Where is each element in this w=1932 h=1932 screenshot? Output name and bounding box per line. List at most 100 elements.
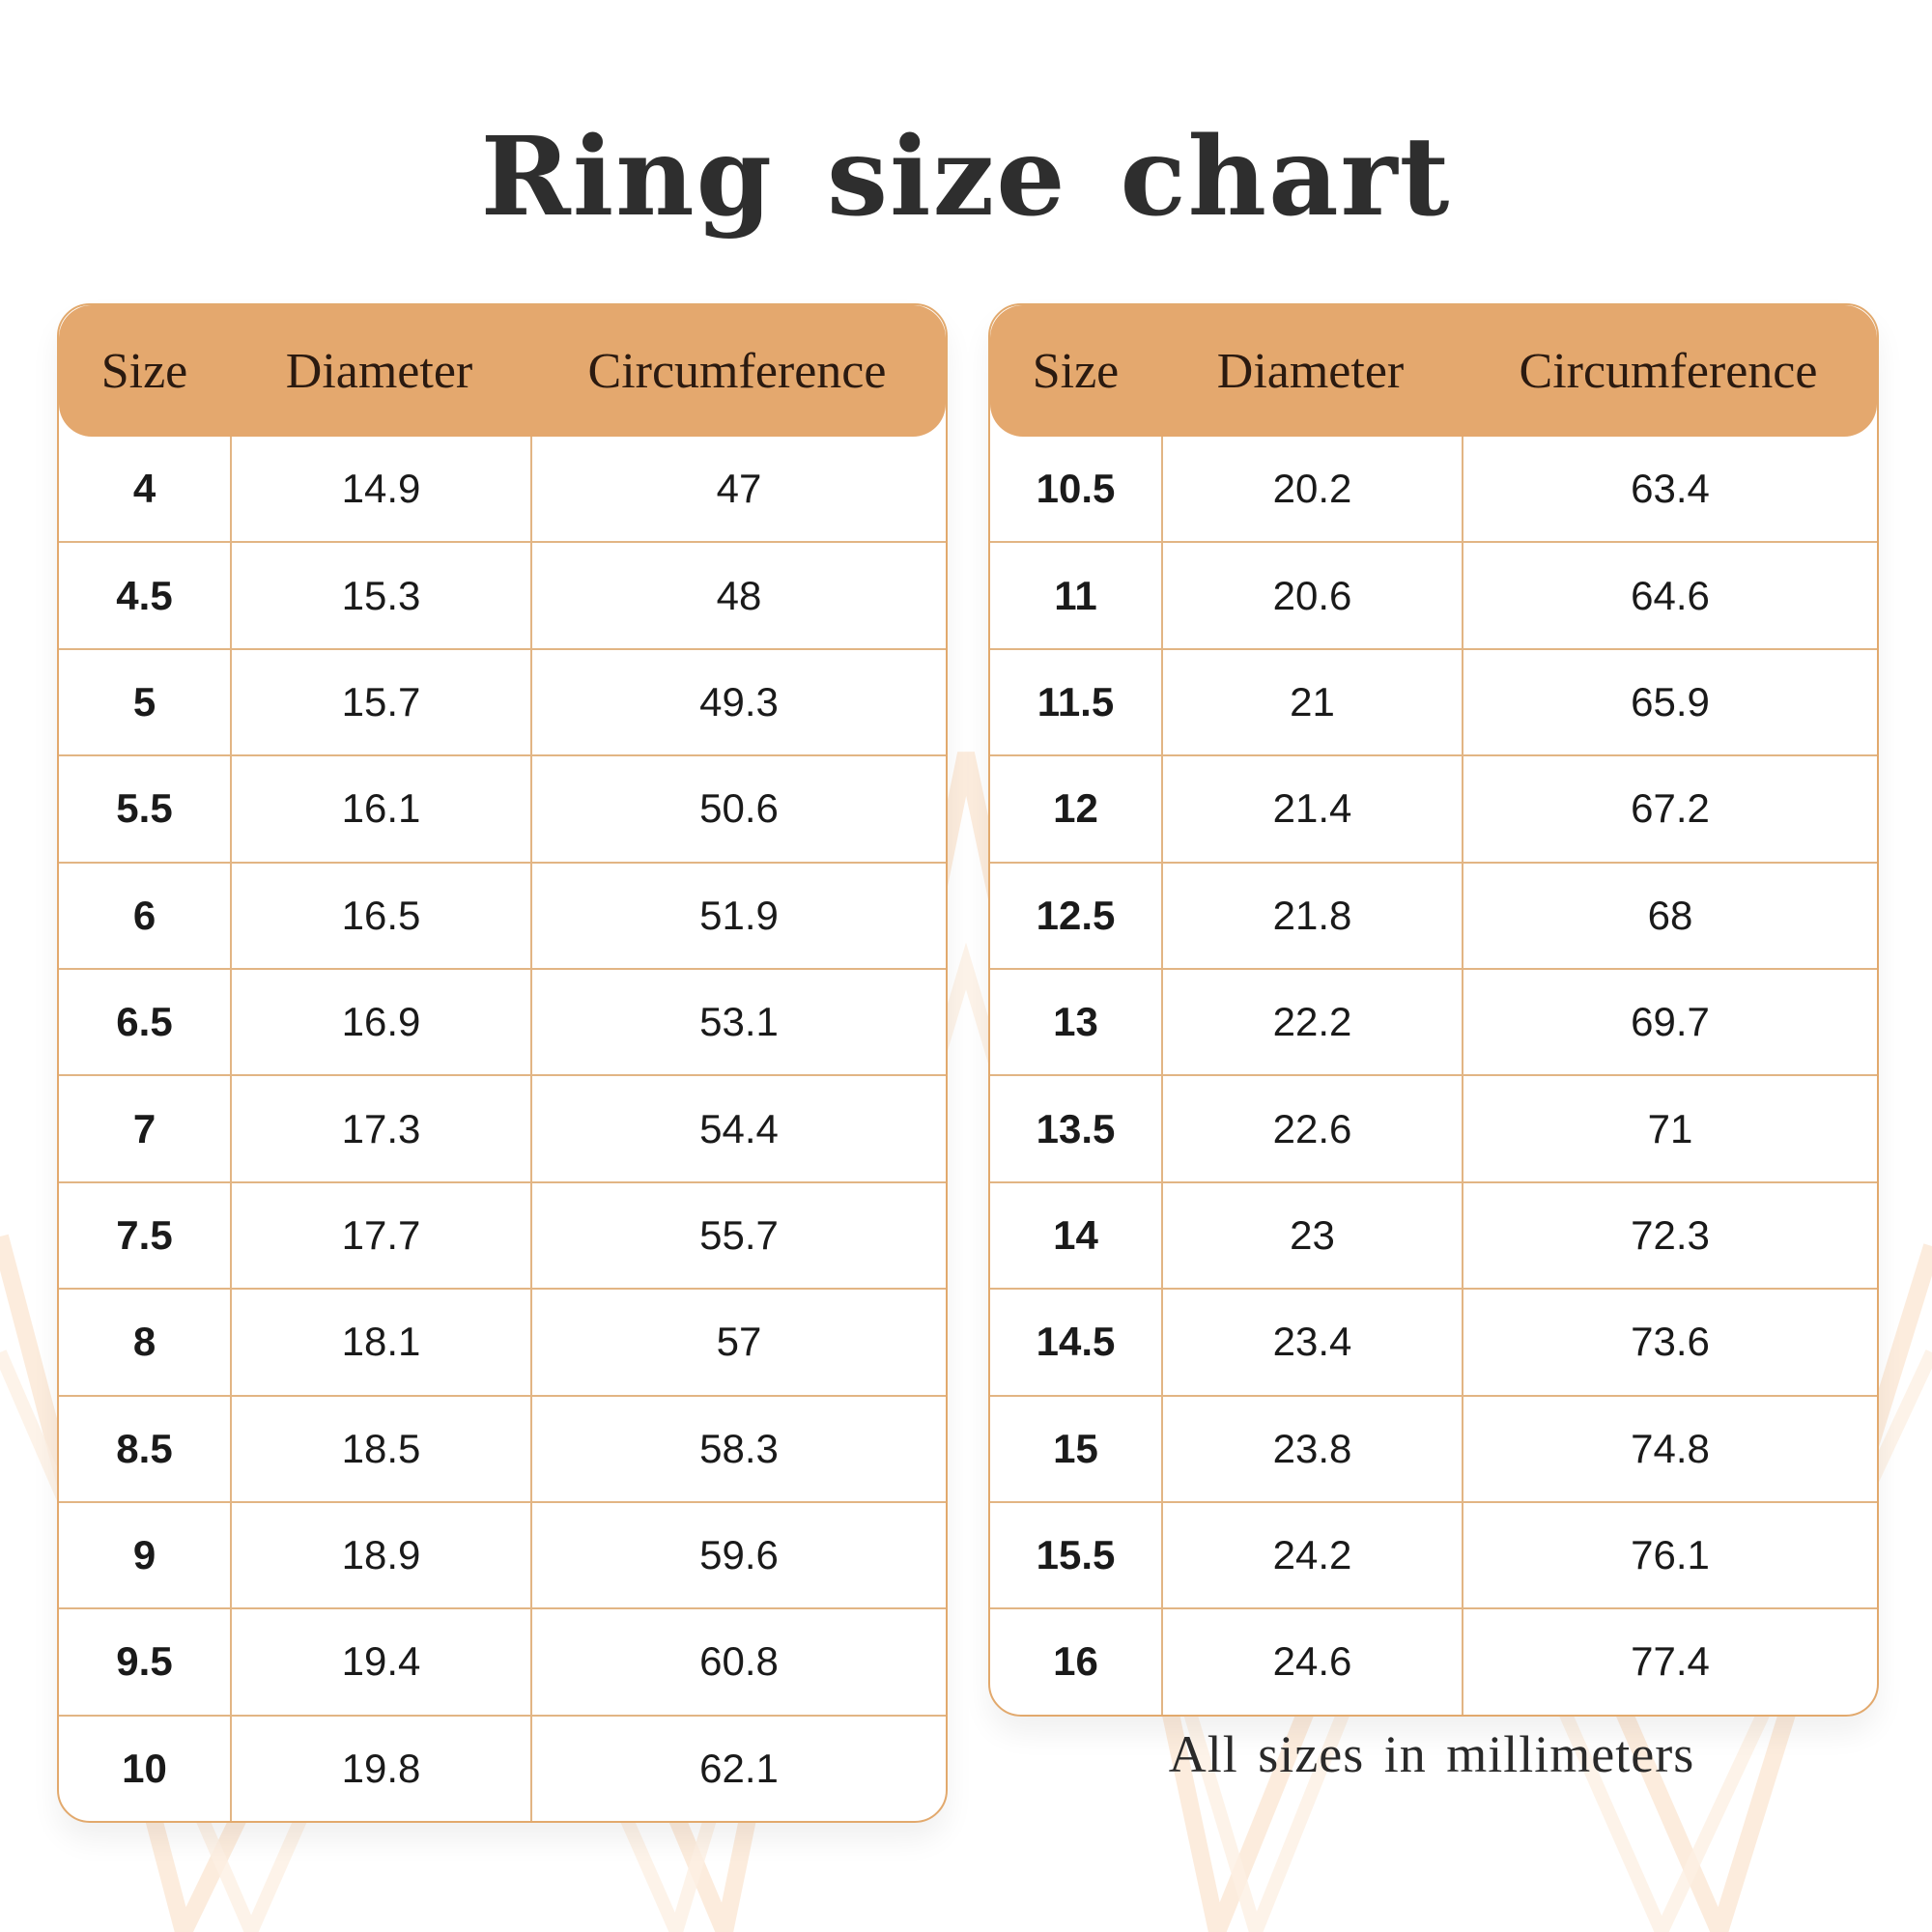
table-row: 12.5 21.8 68 (990, 861, 1877, 968)
cell-size: 8.5 (116, 1425, 173, 1471)
cell-diameter: 24.2 (1161, 1502, 1462, 1608)
cell-diameter: 24.6 (1161, 1609, 1462, 1715)
cell-circumference: 72.3 (1462, 1182, 1877, 1289)
cell-circumference: 49.3 (530, 649, 946, 755)
cell-diameter: 14.9 (230, 437, 530, 542)
cell-diameter: 16.1 (230, 756, 530, 862)
table-row: 5.5 16.1 50.6 (59, 754, 946, 862)
cell-diameter: 22.6 (1161, 1076, 1462, 1181)
cell-diameter: 15.7 (230, 649, 530, 755)
cell-circumference: 76.1 (1462, 1502, 1877, 1608)
table-row: 5 15.7 49.3 (59, 647, 946, 755)
table-row: 10 19.8 62.1 (59, 1714, 946, 1822)
table-row: 11.5 21 65.9 (990, 647, 1877, 755)
cell-size: 16 (1053, 1638, 1098, 1685)
cell-circumference: 58.3 (530, 1396, 946, 1501)
cell-diameter: 21 (1161, 649, 1462, 755)
cell-size: 6.5 (116, 999, 173, 1045)
table-header: Size Diameter Circumference (59, 305, 946, 437)
table-row: 13 22.2 69.7 (990, 967, 1877, 1075)
cell-circumference: 62.1 (530, 1716, 946, 1822)
table-row: 7.5 17.7 55.7 (59, 1180, 946, 1289)
cell-circumference: 77.4 (1462, 1609, 1877, 1715)
header-diameter: Diameter (285, 343, 473, 399)
table-row: 14.5 23.4 73.6 (990, 1288, 1877, 1395)
cell-size: 14.5 (1036, 1319, 1116, 1365)
cell-size: 5 (132, 678, 156, 724)
header-circumference: Circumference (587, 343, 887, 399)
cell-circumference: 59.6 (530, 1502, 946, 1608)
cell-diameter: 18.1 (230, 1290, 530, 1395)
cell-diameter: 23.4 (1161, 1290, 1462, 1395)
cell-diameter: 17.7 (230, 1182, 530, 1289)
cell-diameter: 15.3 (230, 543, 530, 648)
cell-diameter: 21.4 (1161, 756, 1462, 862)
cell-circumference: 67.2 (1462, 756, 1877, 862)
cell-diameter: 18.5 (230, 1396, 530, 1501)
table-row: 9 18.9 59.6 (59, 1500, 946, 1608)
cell-diameter: 19.4 (230, 1609, 530, 1715)
table-row: 7 17.3 54.4 (59, 1074, 946, 1181)
cell-circumference: 57 (530, 1290, 946, 1395)
table-row: 8.5 18.5 58.3 (59, 1394, 946, 1501)
header-size: Size (100, 343, 188, 399)
cell-size: 10 (122, 1745, 167, 1791)
cell-circumference: 54.4 (530, 1076, 946, 1181)
cell-circumference: 64.6 (1462, 543, 1877, 648)
header-circumference: Circumference (1519, 343, 1818, 399)
table-row: 15 23.8 74.8 (990, 1394, 1877, 1501)
cell-size: 8 (132, 1319, 156, 1365)
cell-diameter: 22.2 (1161, 969, 1462, 1075)
cell-size: 10.5 (1036, 466, 1116, 512)
table-row: 6 16.5 51.9 (59, 861, 946, 968)
cell-diameter: 16.9 (230, 969, 530, 1075)
cell-circumference: 48 (530, 543, 946, 648)
cell-circumference: 63.4 (1462, 437, 1877, 542)
table-row: 10.5 20.2 63.4 (990, 437, 1877, 542)
table-row: 13.5 22.6 71 (990, 1074, 1877, 1181)
cell-circumference: 47 (530, 437, 946, 542)
cell-size: 13.5 (1036, 1105, 1116, 1151)
cell-size: 15 (1053, 1425, 1098, 1471)
units-note: All sizes in millimeters (1168, 1725, 1695, 1783)
cell-size: 7.5 (116, 1211, 173, 1258)
cell-circumference: 50.6 (530, 756, 946, 862)
cell-diameter: 21.8 (1161, 863, 1462, 968)
cell-diameter: 17.3 (230, 1076, 530, 1181)
table-row: 16 24.6 77.4 (990, 1607, 1877, 1715)
table-row: 8 18.1 57 (59, 1288, 946, 1395)
table-row: 4 14.9 47 (59, 437, 946, 542)
header-diameter: Diameter (1216, 343, 1405, 399)
cell-circumference: 65.9 (1462, 649, 1877, 755)
cell-circumference: 51.9 (530, 863, 946, 968)
cell-size: 5.5 (116, 785, 173, 832)
cell-circumference: 55.7 (530, 1182, 946, 1289)
cell-size: 12 (1053, 785, 1098, 832)
table-row: 4.5 15.3 48 (59, 541, 946, 648)
cell-diameter: 16.5 (230, 863, 530, 968)
cell-diameter: 20.2 (1161, 437, 1462, 542)
cell-diameter: 19.8 (230, 1716, 530, 1822)
table-row: 9.5 19.4 60.8 (59, 1607, 946, 1715)
table-row: 11 20.6 64.6 (990, 541, 1877, 648)
table-row: 12 21.4 67.2 (990, 754, 1877, 862)
cell-circumference: 69.7 (1462, 969, 1877, 1075)
cell-size: 14 (1053, 1211, 1098, 1258)
cell-diameter: 20.6 (1161, 543, 1462, 648)
ring-size-table-left: Size Diameter Circumference 4 14.9 47 4.5 15… (57, 303, 948, 1824)
cell-size: 15.5 (1036, 1532, 1116, 1578)
table-row: 14 23 72.3 (990, 1180, 1877, 1289)
table-row: 6.5 16.9 53.1 (59, 967, 946, 1075)
cell-size: 9 (132, 1532, 156, 1578)
cell-circumference: 53.1 (530, 969, 946, 1075)
cell-circumference: 71 (1462, 1076, 1877, 1181)
page-title: Ring size chart (480, 114, 1452, 241)
cell-diameter: 23 (1161, 1182, 1462, 1289)
cell-size: 4.5 (116, 572, 173, 618)
cell-size: 6 (132, 892, 156, 938)
cell-size: 11.5 (1037, 678, 1115, 724)
cell-size: 13 (1053, 999, 1098, 1045)
cell-circumference: 74.8 (1462, 1396, 1877, 1501)
header-size: Size (1032, 343, 1120, 399)
cell-size: 11 (1054, 572, 1097, 618)
